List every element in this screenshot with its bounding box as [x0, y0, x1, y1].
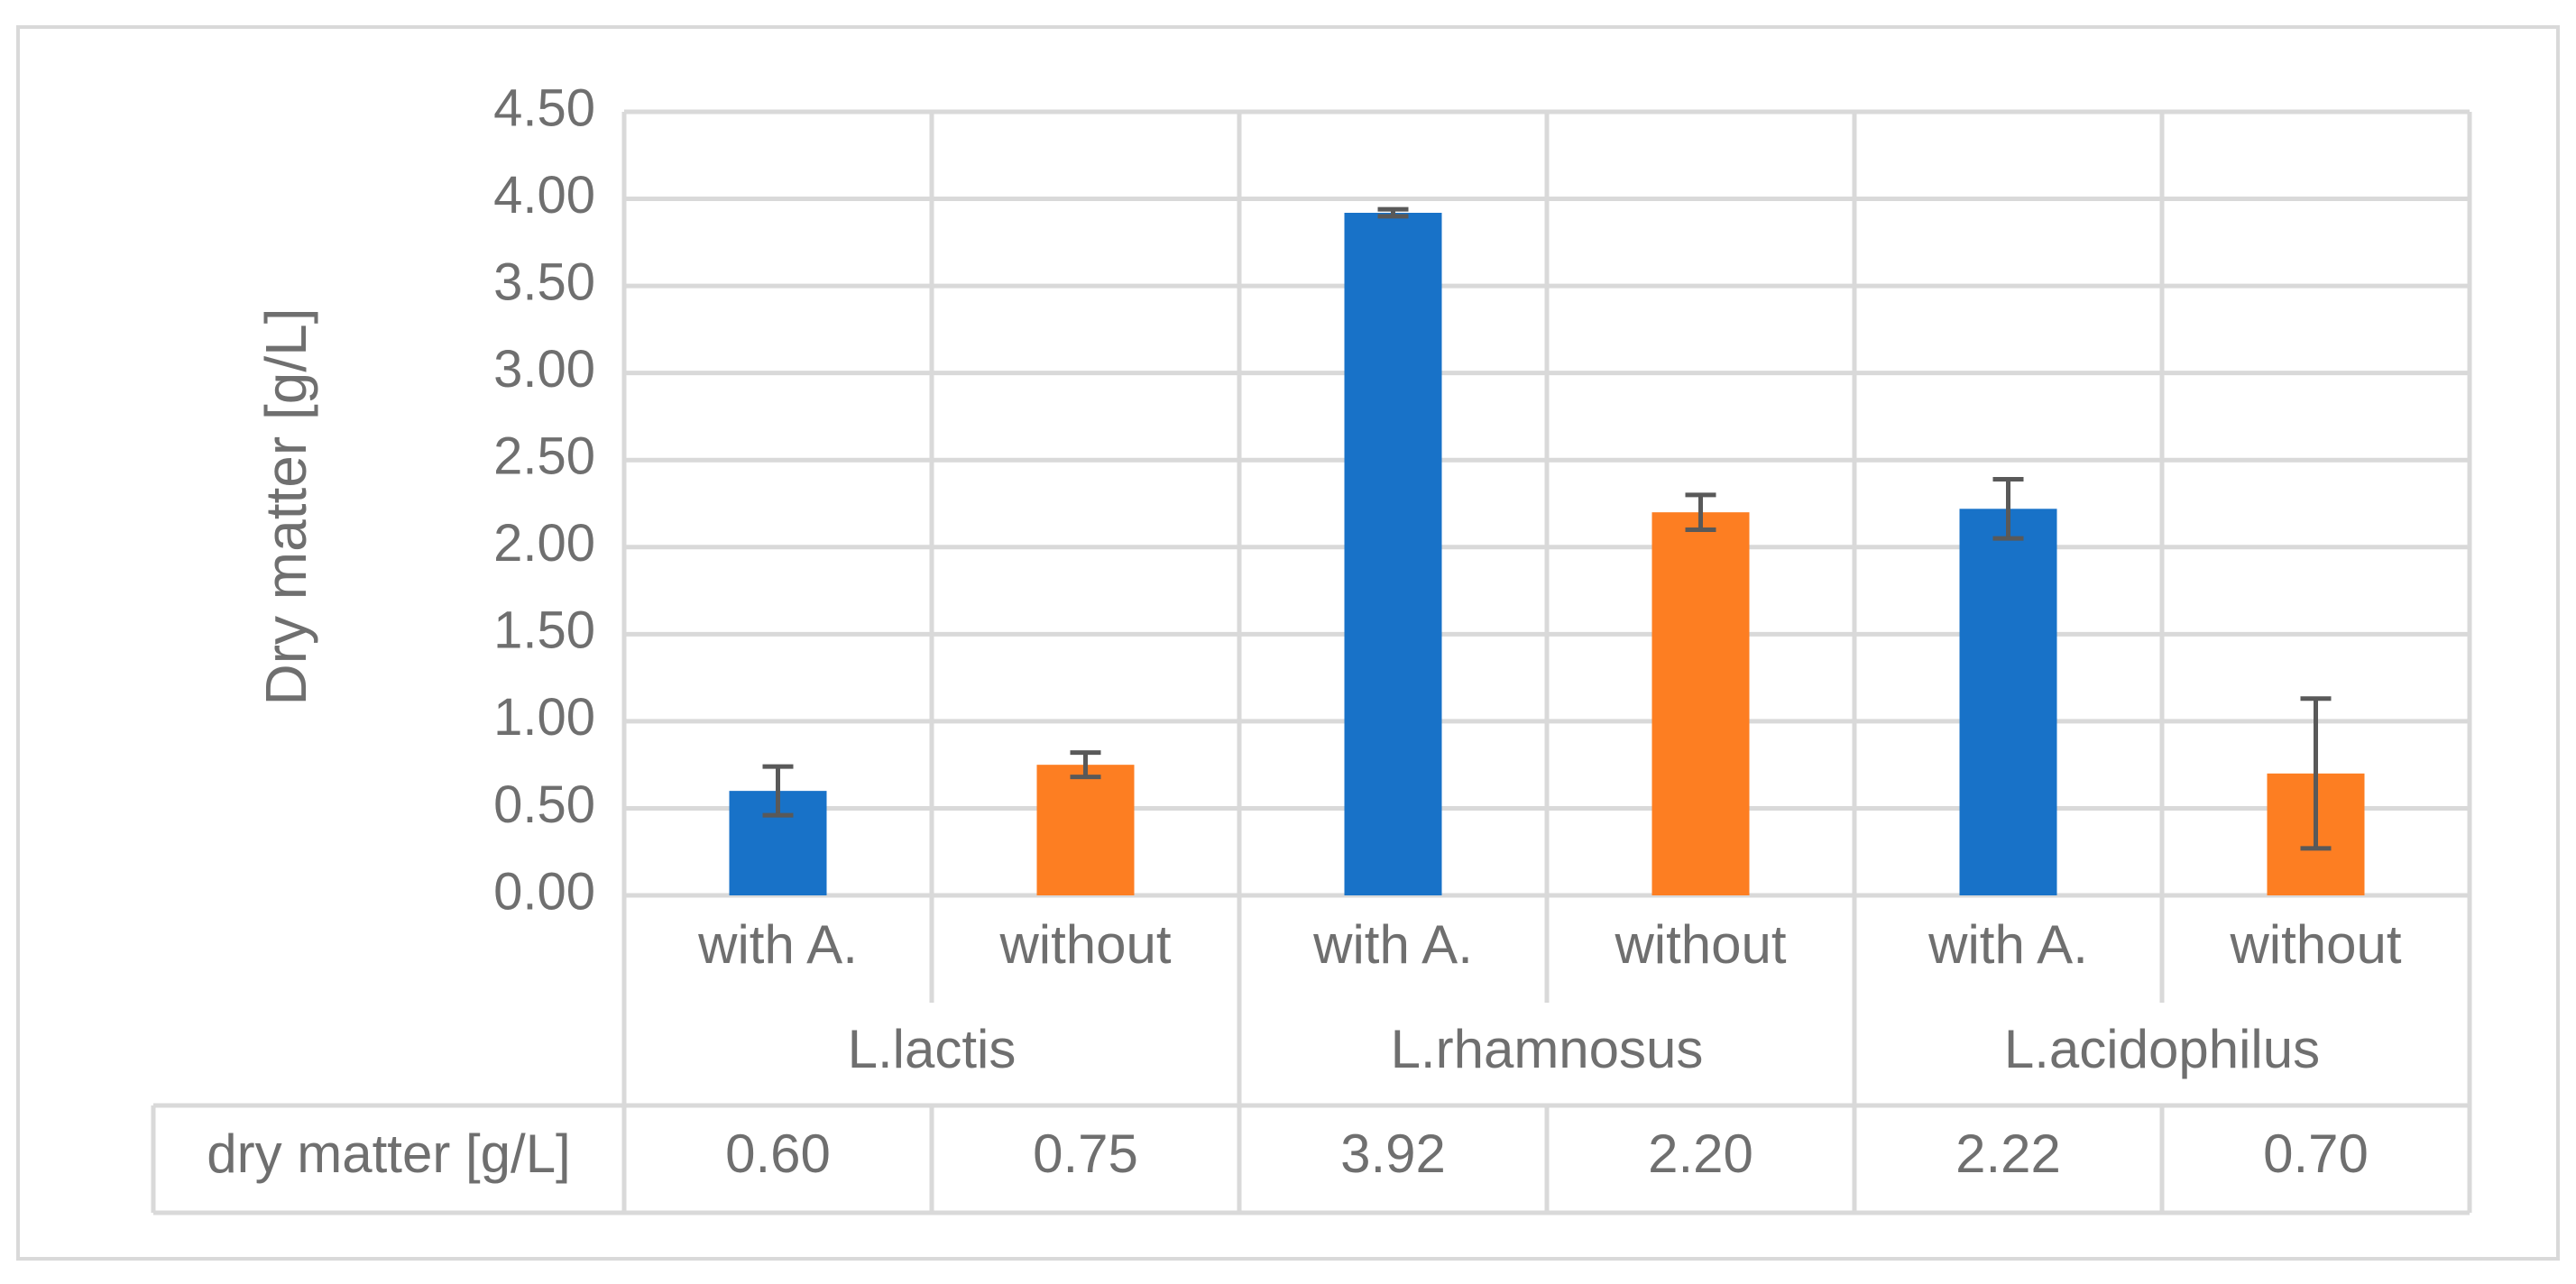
bar: [1344, 213, 1442, 895]
y-axis-label: Dry matter [g/L]: [253, 308, 318, 706]
category-label: with A.: [1312, 914, 1473, 975]
bar: [1036, 765, 1135, 895]
bar: [1959, 509, 2057, 895]
y-tick-label: 3.50: [493, 252, 595, 311]
group-label: L.lactis: [848, 1019, 1017, 1079]
y-tick-label: 4.00: [493, 166, 595, 225]
category-label: without: [998, 914, 1171, 975]
y-tick-label: 3.00: [493, 340, 595, 399]
category-label: without: [2229, 914, 2401, 975]
table-value: 2.22: [1955, 1124, 2061, 1184]
y-tick-label: 2.00: [493, 514, 595, 573]
label-layer: 0.00 0.50 1.00 1.50 2.00 2.50 3.00 3.50 4.00 4.50…: [207, 78, 2402, 1184]
y-tick-label: 2.50: [493, 427, 595, 486]
table-value: 3.92: [1340, 1124, 1446, 1184]
table-value: 0.75: [1033, 1124, 1138, 1184]
y-tick-label: 0.00: [493, 862, 595, 921]
group-label: L.acidophilus: [2004, 1019, 2320, 1079]
y-tick-label: 1.50: [493, 601, 595, 660]
y-tick-label: 0.50: [493, 775, 595, 834]
category-label: with A.: [1927, 914, 2088, 975]
category-label: without: [1614, 914, 1786, 975]
table-value: 0.60: [725, 1124, 831, 1184]
category-label: with A.: [697, 914, 858, 975]
y-tick-label: 1.00: [493, 688, 595, 747]
table-row-label: dry matter [g/L]: [207, 1124, 570, 1184]
table-value: 0.70: [2263, 1124, 2369, 1184]
bar-layer: [729, 206, 2365, 895]
grid-layer: [151, 109, 2472, 1215]
y-tick-label: 4.50: [493, 78, 595, 137]
bar: [1651, 512, 1750, 895]
chart-border: [16, 25, 2560, 1261]
table-value: 2.20: [1648, 1124, 1753, 1184]
group-label: L.rhamnosus: [1391, 1019, 1704, 1079]
